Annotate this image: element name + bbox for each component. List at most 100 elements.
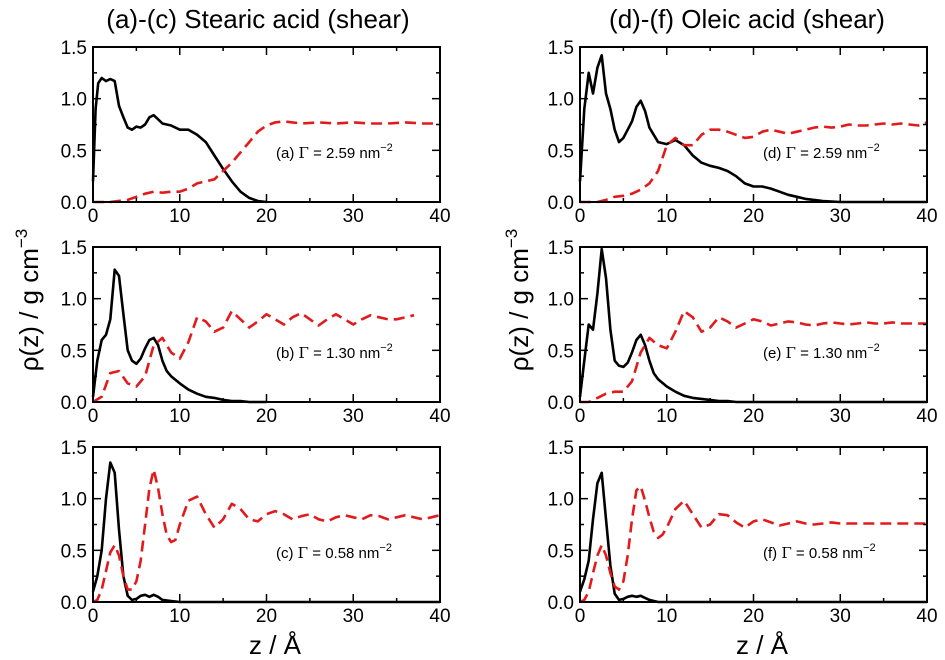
panel-f-x-tick-label: 10 [656, 606, 677, 627]
panel-b-y-tick-label: 1.0 [61, 290, 87, 311]
panel-f-y-tick-label: 0.5 [548, 541, 574, 562]
panel-f-annotation-prefix: (f) [763, 545, 781, 562]
panel-f-x-tick-label: 40 [916, 606, 937, 627]
panel-a-series-black-solid-line [91, 76, 267, 204]
panel-c-annotation-gamma: Γ [298, 544, 308, 562]
panel-a-y-tick-label: 0.0 [61, 193, 87, 214]
panel-f-annotation-value: = 0.58 nm [792, 545, 863, 562]
panel-c-y-tick-label: 1.0 [61, 490, 87, 511]
panel-e-series-red-dashed-line [580, 309, 927, 404]
panel-c-y-tick-label: 0.0 [61, 593, 87, 614]
left-column-title: (a)-(c) Stearic acid (shear) [106, 4, 409, 34]
panel-c-x-tick-label: 0 [88, 606, 99, 627]
panel-c-x-tick-label: 20 [256, 606, 277, 627]
panel-b-x-tick-label: 30 [343, 406, 364, 427]
panel-c-x-tick-label: 10 [169, 606, 190, 627]
panel-b-frame [92, 246, 441, 403]
panel-c-annotation-prefix: (c) [276, 545, 298, 562]
right-y-axis-label: ρ(z) / g cm−3 [502, 229, 534, 372]
right-column-title: (d)-(f) Oleic acid (shear) [609, 4, 885, 34]
panels-container: 0 10 20 30 400.00.51.01.5(a) Γ = 2.59 nm−20 1… [61, 38, 938, 627]
left-y-axis-label-group: ρ(z) / g cm−3 [12, 229, 44, 372]
right-x-axis-label: z / Å [736, 630, 789, 660]
panel-b-x-tick-label: 0 [88, 406, 99, 427]
panel-a-annotation-prefix: (a) [276, 145, 299, 162]
panel-f-x-tick-label: 30 [830, 606, 851, 627]
panel-b-annotation-gamma: Γ [299, 344, 309, 362]
panel-e-annotation-exponent: −2 [867, 342, 880, 354]
panel-c-x-tick-label: 40 [429, 606, 450, 627]
panel-b-x-tick-label: 10 [169, 406, 190, 427]
panel-d-x-tick-label: 10 [656, 206, 677, 227]
panel-a-x-tick-label: 0 [88, 206, 99, 227]
left-x-axis-label: z / Å [249, 630, 302, 660]
panel-a-series-red-dashed-line [93, 120, 440, 204]
left-y-axis-label-exponent: −3 [12, 229, 31, 248]
panel-c-series-red-dashed-line [92, 468, 441, 604]
panel-d-y-tick-label: 0.0 [548, 193, 574, 214]
panel-e-x-tick-label: 0 [575, 406, 586, 427]
panel-b-series-black-solid-line [91, 268, 267, 404]
panel-a-y-tick-label: 1.0 [61, 90, 87, 111]
panel-a-annotation-gamma: Γ [299, 144, 309, 162]
panel-d-annotation: (d) Γ = 2.59 nm−2 [763, 142, 880, 162]
right-y-axis-label-main: ρ(z) / g cm [504, 248, 534, 371]
right-y-axis-label-group: ρ(z) / g cm−3 [502, 229, 534, 372]
panel-b-y-tick-label: 0.0 [61, 393, 87, 414]
panel-b-y-tick-label: 1.5 [61, 238, 87, 259]
panel-f-x-tick-label: 20 [743, 606, 764, 627]
panel-d-x-tick-label: 40 [916, 206, 937, 227]
panel-e: 0 10 20 30 40 0.0 0.5 1.0 1.5 (e) Γ = 1.30 nm−2 [548, 238, 938, 427]
panel-e-x-tick-label: 40 [916, 406, 937, 427]
panel-d-y-tick-label: 0.5 [548, 141, 574, 162]
panel-e-x-tick-label: 20 [743, 406, 764, 427]
left-y-axis-label-main: ρ(z) / g cm [14, 248, 44, 371]
panel-d-annotation-value: = 2.59 nm [796, 145, 867, 162]
panel-a-x-tick-label: 30 [343, 206, 364, 227]
panel-f-annotation-gamma: Γ [781, 544, 791, 562]
panel-e-series-black-solid-line [578, 247, 927, 404]
panel-f-series-red-dashed-line [579, 484, 927, 604]
panel-f-series-black-solid-line [578, 471, 927, 604]
panel-e-annotation: (e) Γ = 1.30 nm−2 [763, 342, 880, 362]
panel-e-y-tick-label: 0.5 [548, 341, 574, 362]
panel-d-annotation-exponent: −2 [867, 142, 880, 154]
panel-a-annotation: (a) Γ = 2.59 nm−2 [276, 142, 393, 162]
panel-e-annotation-prefix: (e) [763, 345, 786, 362]
panel-d-annotation-prefix: (d) [763, 145, 786, 162]
panel-a-annotation-value: = 2.59 nm [309, 145, 380, 162]
panel-a-annotation-exponent: −2 [380, 142, 393, 154]
panel-f-annotation: (f) Γ = 0.58 nm−2 [763, 542, 876, 562]
panel-e-x-tick-label: 10 [656, 406, 677, 427]
panel-e-annotation-value: = 1.30 nm [796, 345, 867, 362]
panel-b-x-tick-label: 20 [256, 406, 277, 427]
panel-b-annotation-prefix: (b) [276, 345, 299, 362]
panel-a-y-tick-label: 1.5 [61, 38, 87, 59]
panel-c-x-tick-label: 30 [343, 606, 364, 627]
panel-a: 0 10 20 30 40 0.0 0.5 1.0 1.5 (a) Γ = 2.59 nm−2 [61, 38, 451, 227]
panel-f-x-tick-label: 0 [575, 606, 586, 627]
panel-c-annotation: (c) Γ = 0.58 nm−2 [276, 542, 392, 562]
panel-b-annotation: (b) Γ = 1.30 nm−2 [276, 342, 393, 362]
panel-a-x-tick-label: 10 [169, 206, 190, 227]
panel-d-series-black-solid-line [578, 53, 927, 204]
panel-b-x-tick-label: 40 [429, 406, 450, 427]
left-y-axis-label: ρ(z) / g cm−3 [12, 229, 44, 372]
panel-f-y-tick-label: 1.5 [548, 438, 574, 459]
panel-a-y-tick-label: 0.5 [61, 141, 87, 162]
panel-e-y-tick-label: 1.5 [548, 238, 574, 259]
panel-e-x-tick-label: 30 [830, 406, 851, 427]
panel-d-x-tick-label: 0 [575, 206, 586, 227]
panel-d-annotation-gamma: Γ [786, 144, 796, 162]
panel-c-y-tick-label: 1.5 [61, 438, 87, 459]
panel-f-y-tick-label: 1.0 [548, 490, 574, 511]
panel-d-x-tick-label: 20 [743, 206, 764, 227]
panel-d-x-tick-label: 30 [830, 206, 851, 227]
panel-f-annotation-exponent: −2 [863, 542, 876, 554]
right-y-axis-label-exponent: −3 [502, 229, 521, 248]
panel-c: 0 10 20 30 40 0.0 0.5 1.0 1.5 (c) Γ = 0.58 nm−2 [61, 438, 451, 627]
panel-b-annotation-value: = 1.30 nm [309, 345, 380, 362]
panel-e-y-tick-label: 0.0 [548, 393, 574, 414]
panel-b-annotation-exponent: −2 [380, 342, 393, 354]
